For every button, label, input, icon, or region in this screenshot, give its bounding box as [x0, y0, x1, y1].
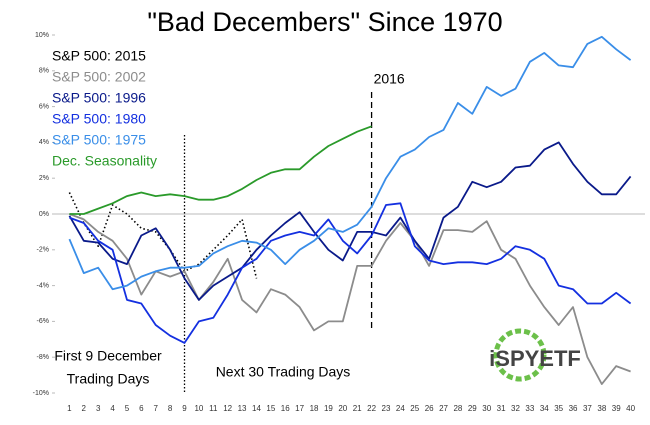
x-tick-label: 39	[612, 404, 621, 413]
x-tick-label: 34	[540, 404, 549, 413]
x-tick-label: 22	[367, 404, 376, 413]
annotation: Next 30 Trading Days	[216, 364, 351, 380]
x-tick-label: 24	[396, 404, 405, 413]
x-tick-label: 20	[338, 404, 347, 413]
x-tick-label: 29	[468, 404, 477, 413]
y-tick-label: 2%	[39, 175, 49, 182]
x-tick-label: 6	[139, 404, 144, 413]
logo-text: iSPYETF	[489, 346, 581, 371]
annotation: First 9 December	[54, 348, 162, 364]
x-tick-label: 8	[168, 404, 173, 413]
x-tick-label: 30	[482, 404, 491, 413]
x-tick-label: 18	[310, 404, 319, 413]
logo: iSPYETF	[489, 328, 581, 382]
x-tick-label: 26	[425, 404, 434, 413]
y-tick-label: -8%	[37, 354, 49, 361]
x-tick-label: 1	[67, 404, 72, 413]
x-tick-label: 11	[209, 404, 218, 413]
legend-entry: Dec. Seasonality	[52, 153, 157, 169]
y-tick-label: -10%	[33, 390, 49, 397]
x-tick-label: 38	[597, 404, 606, 413]
y-tick-label: -4%	[37, 282, 49, 289]
legend-entry: S&P 500: 1980	[52, 111, 146, 127]
y-tick-label: 10%	[35, 32, 49, 39]
x-tick-label: 3	[96, 404, 101, 413]
x-tick-label: 40	[626, 404, 635, 413]
annotation: Trading Days	[67, 371, 150, 387]
x-tick-label: 4	[110, 404, 115, 413]
x-tick-label: 23	[382, 404, 391, 413]
series-line	[69, 125, 372, 215]
x-tick-label: 2	[82, 404, 87, 413]
x-tick-label: 21	[353, 404, 362, 413]
series-line	[69, 202, 632, 344]
y-tick-label: 8%	[39, 68, 49, 75]
x-tick-label: 10	[194, 404, 203, 413]
x-tick-label: 9	[182, 404, 187, 413]
x-tick-label: 36	[569, 404, 578, 413]
legend-entry: S&P 500: 1996	[52, 90, 146, 106]
chart-title: "Bad Decembers" Since 1970	[147, 7, 502, 37]
x-tick-label: 35	[554, 404, 563, 413]
series-line	[68, 192, 258, 279]
x-tick-label: 17	[295, 404, 304, 413]
x-tick-label: 31	[497, 404, 506, 413]
x-tick-label: 19	[324, 404, 333, 413]
legend-entry: S&P 500: 1975	[52, 132, 146, 148]
legend-entry: S&P 500: 2002	[52, 69, 146, 85]
x-tick-label: 37	[583, 404, 592, 413]
y-tick-label: 6%	[39, 103, 49, 110]
x-tick-label: 16	[281, 404, 290, 413]
x-tick-label: 32	[511, 404, 520, 413]
vline-label: 2016	[374, 71, 405, 87]
x-tick-label: 13	[238, 404, 247, 413]
y-tick-label: -2%	[37, 247, 49, 254]
series-line	[68, 35, 632, 291]
series-line	[69, 213, 631, 385]
y-tick-label: 4%	[39, 139, 49, 146]
y-tick-label: -6%	[37, 318, 49, 325]
x-tick-label: 28	[453, 404, 462, 413]
legend-entry: S&P 500: 2015	[52, 48, 146, 64]
x-tick-label: 33	[525, 404, 534, 413]
x-tick-label: 5	[125, 404, 130, 413]
x-tick-label: 25	[410, 404, 419, 413]
logo-ring	[493, 328, 547, 382]
x-tick-label: 12	[223, 404, 232, 413]
y-tick-label: 0%	[39, 211, 49, 218]
x-tick-label: 27	[439, 404, 448, 413]
x-tick-label: 14	[252, 404, 261, 413]
x-tick-label: 7	[154, 404, 159, 413]
x-tick-label: 15	[266, 404, 275, 413]
